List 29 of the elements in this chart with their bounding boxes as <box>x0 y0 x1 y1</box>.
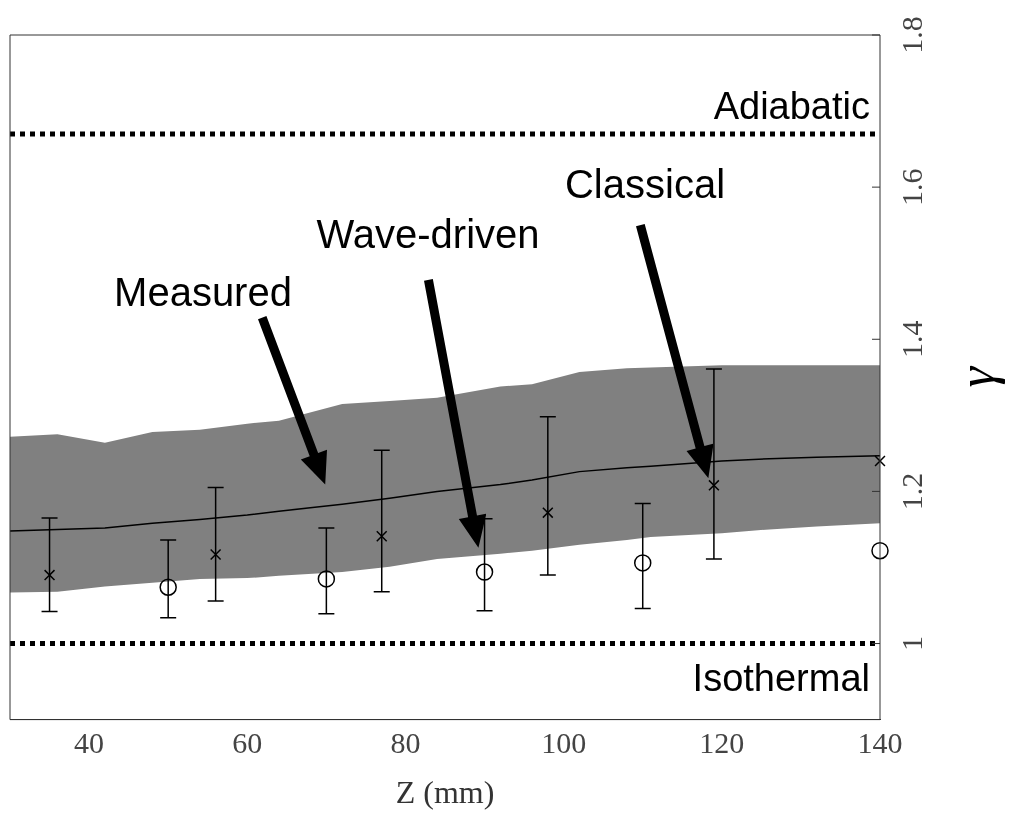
x-tick-label: 60 <box>232 726 263 760</box>
x-tick-label: 140 <box>857 726 903 760</box>
annotation: Measured <box>114 270 292 315</box>
ref-line-label: Adiabatic <box>713 85 870 128</box>
point <box>633 554 652 572</box>
y-tick-label: 1.8 <box>894 16 928 54</box>
point <box>542 507 554 519</box>
x-tick-label: 80 <box>390 726 421 760</box>
point <box>708 479 720 492</box>
point <box>317 570 336 588</box>
y-tick-label: 1.4 <box>894 320 928 359</box>
point <box>159 578 177 596</box>
y-axis-title: γ <box>947 365 1005 388</box>
x-tick-label: 100 <box>541 726 587 760</box>
point <box>376 530 388 542</box>
x-tick-label: 40 <box>74 726 105 760</box>
y-tick-label: 1.2 <box>894 472 928 511</box>
point <box>43 569 56 581</box>
annotation: Classical <box>564 162 726 207</box>
x-axis-title: Z (mm) <box>395 774 495 811</box>
y-tick-label: 1.6 <box>894 168 928 206</box>
point <box>871 541 889 560</box>
y-tick-label: 1 <box>894 636 928 652</box>
point <box>475 563 494 581</box>
annotation: Wave-driven <box>316 212 540 257</box>
ref-line-label: Isothermal <box>692 657 870 700</box>
x-tick-label: 120 <box>699 726 745 760</box>
point <box>874 455 886 467</box>
point <box>209 548 222 561</box>
